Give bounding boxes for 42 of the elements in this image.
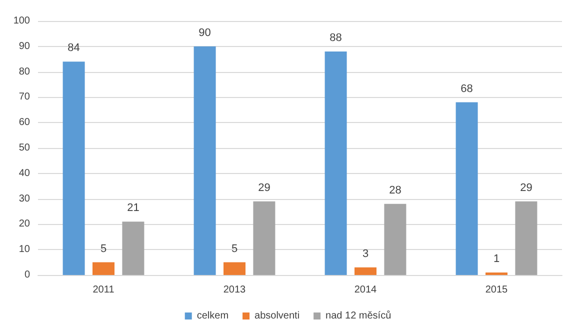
data-label: 1 bbox=[493, 252, 500, 265]
data-label: 29 bbox=[258, 182, 270, 194]
bar bbox=[354, 267, 376, 275]
legend-label: absolventi bbox=[254, 310, 300, 322]
data-label: 28 bbox=[389, 184, 402, 196]
y-tick-label: 100 bbox=[13, 16, 30, 26]
bar bbox=[122, 222, 144, 275]
bar bbox=[194, 46, 216, 275]
data-label: 90 bbox=[198, 26, 211, 39]
bar bbox=[224, 262, 246, 275]
data-label: 5 bbox=[231, 242, 238, 255]
x-tick-label: 2013 bbox=[223, 284, 246, 296]
data-label: 21 bbox=[127, 202, 140, 214]
data-label: 84 bbox=[68, 42, 80, 54]
bar bbox=[486, 272, 508, 275]
legend-label: celkem bbox=[196, 310, 229, 322]
data-label: 88 bbox=[330, 32, 342, 44]
bar bbox=[92, 262, 114, 275]
legend-label: nad 12 měsíců bbox=[326, 310, 392, 322]
data-label: 5 bbox=[100, 242, 107, 255]
y-tick-label: 50 bbox=[18, 142, 30, 154]
bar bbox=[384, 204, 406, 275]
data-label: 3 bbox=[362, 248, 369, 260]
x-tick-label: 2011 bbox=[92, 284, 115, 296]
bar bbox=[253, 201, 276, 275]
bar bbox=[456, 102, 478, 275]
y-tick-label: 0 bbox=[24, 270, 30, 280]
y-tick-label: 90 bbox=[18, 40, 30, 52]
data-label: 29 bbox=[520, 182, 532, 194]
data-label: 68 bbox=[460, 82, 473, 95]
x-tick-label: 2015 bbox=[485, 284, 508, 296]
bar bbox=[324, 51, 347, 275]
bar bbox=[62, 62, 85, 275]
y-tick-label: 20 bbox=[18, 218, 30, 230]
y-tick-label: 30 bbox=[18, 193, 30, 204]
y-tick-label: 80 bbox=[18, 66, 30, 78]
x-tick-label: 2014 bbox=[354, 284, 378, 296]
y-tick-label: 10 bbox=[18, 244, 30, 256]
y-tick-label: 70 bbox=[18, 92, 30, 103]
bar bbox=[515, 201, 538, 275]
y-tick-label: 60 bbox=[18, 117, 30, 128]
y-tick-label: 40 bbox=[18, 168, 30, 179]
